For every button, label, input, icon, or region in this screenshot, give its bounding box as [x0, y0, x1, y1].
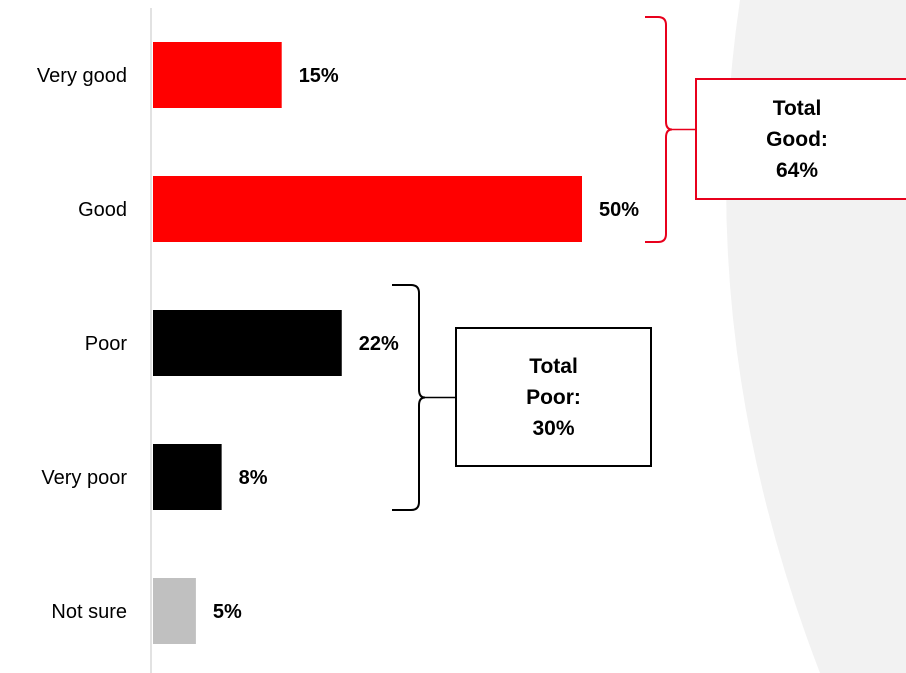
total-good-text-line-3: 64% — [776, 159, 818, 182]
bar-very-good — [153, 42, 282, 108]
bar-good — [153, 176, 582, 242]
total-poor-box — [455, 327, 652, 467]
total-poor-text-line-3: 30% — [532, 417, 574, 440]
bar-not-sure — [153, 578, 196, 644]
value-label-not-sure: 5% — [213, 601, 242, 623]
total-good-bracket — [645, 16, 673, 243]
category-label-good: Good — [78, 199, 127, 221]
total-poor-bracket — [392, 284, 426, 511]
category-label-very-good: Very good — [37, 65, 127, 87]
total-good-box — [695, 78, 906, 200]
category-label-not-sure: Not sure — [51, 601, 127, 623]
bars-layer: Very good 15% Good 50% Poor 22% Very poor 8% Not… — [37, 42, 639, 644]
total-good-text-line-1: Total — [773, 97, 822, 120]
category-label-very-poor: Very poor — [41, 467, 127, 489]
total-poor-text-line-2: Poor: — [526, 386, 581, 409]
value-label-very-poor: 8% — [239, 467, 268, 489]
value-label-very-good: 15% — [299, 65, 339, 87]
value-label-good: 50% — [599, 199, 639, 221]
annotation-layer: Total Good: 64% Total Poor: 30% — [392, 16, 906, 511]
total-good-text-line-2: Good: — [766, 128, 828, 151]
category-label-poor: Poor — [85, 333, 128, 355]
bar-very-poor — [153, 444, 222, 510]
total-poor-text-line-1: Total — [529, 355, 578, 378]
value-label-poor: 22% — [359, 333, 399, 355]
bar-poor — [153, 310, 342, 376]
